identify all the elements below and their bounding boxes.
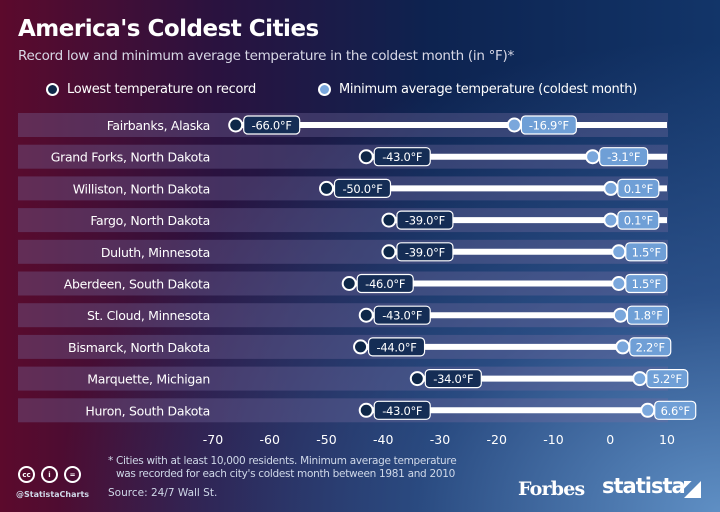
avg-value-label: 2.2°F — [636, 340, 665, 354]
avg-value-label: -16.9°F — [529, 119, 569, 133]
category-label: Marquette, Michigan — [87, 372, 210, 387]
forbes-logo: Forbes — [518, 478, 585, 500]
low-value-label-box — [373, 305, 431, 325]
low-marker — [409, 371, 425, 387]
low-marker — [319, 180, 334, 196]
avg-marker — [615, 339, 631, 355]
low-value-label-box — [373, 400, 431, 420]
low-value-label-box — [373, 147, 431, 167]
category-label: St. Cloud, Minnesota — [87, 308, 210, 323]
category-label: Fairbanks, Alaska — [107, 118, 210, 133]
avg-marker — [603, 212, 619, 228]
no-derivatives-icon: = — [64, 466, 81, 483]
avg-value-label: 0.1°F — [624, 182, 653, 196]
low-value-label: -39.0°F — [405, 245, 445, 259]
avg-marker — [603, 180, 619, 196]
x-tick-label: -20 — [487, 432, 507, 447]
low-value-label: -46.0°F — [365, 277, 405, 291]
avg-value-label: 6.6°F — [661, 404, 690, 418]
statista-logo: statista — [602, 474, 686, 498]
category-label: Williston, North Dakota — [73, 181, 210, 196]
avg-value-label: 1.5°F — [632, 245, 661, 259]
avg-marker — [506, 117, 522, 133]
avg-value-label: 1.5°F — [632, 277, 661, 291]
low-value-label-box — [243, 115, 301, 135]
x-tick-label: -70 — [203, 432, 223, 447]
low-marker — [358, 149, 374, 165]
low-marker — [358, 307, 374, 323]
low-value-label: -43.0°F — [382, 309, 422, 323]
avg-value-label: -3.1°F — [607, 150, 640, 164]
legend-item-avg: Minimum average temperature (coldest mon… — [318, 82, 637, 97]
low-value-label-box — [424, 369, 482, 389]
attribution-icon: i — [41, 466, 58, 483]
low-marker — [381, 244, 397, 260]
low-value-label-box — [333, 178, 392, 198]
legend-marker-low — [46, 83, 59, 96]
x-tick-label: -60 — [260, 432, 280, 447]
x-tick-label: 0 — [606, 432, 614, 447]
footnote: * Cities with at least 10,000 residents.… — [108, 455, 457, 481]
x-tick-label: -30 — [430, 432, 450, 447]
low-value-label-box — [356, 273, 414, 294]
footnote-line-1: * Cities with at least 10,000 residents.… — [108, 455, 457, 467]
avg-value-label: 5.2°F — [653, 372, 682, 386]
avg-value-label: 1.8°F — [633, 309, 662, 323]
low-marker — [358, 402, 374, 418]
x-tick-label: -10 — [543, 432, 563, 447]
low-value-label: -66.0°F — [252, 119, 292, 133]
category-label: Aberdeen, South Dakota — [64, 277, 210, 292]
statista-handle: @StatistaCharts — [16, 490, 90, 499]
category-label: Huron, South Dakota — [85, 403, 210, 418]
footnote-line-2: was recorded for each city's coldest mon… — [116, 468, 455, 480]
low-marker — [353, 339, 369, 355]
low-value-label: -39.0°F — [405, 214, 445, 228]
low-value-label: -34.0°F — [433, 372, 473, 386]
x-tick-label: 10 — [659, 432, 675, 447]
avg-marker — [611, 276, 627, 291]
low-value-label: -44.0°F — [377, 340, 417, 354]
avg-marker — [632, 371, 648, 387]
category-label: Grand Forks, North Dakota — [51, 150, 210, 165]
x-tick-label: -50 — [316, 432, 336, 447]
cc-icon: cc — [18, 466, 35, 483]
x-tick-label: -40 — [373, 432, 393, 447]
low-marker — [341, 276, 357, 291]
low-value-label: -43.0°F — [382, 150, 422, 164]
avg-marker — [640, 402, 656, 418]
avg-marker — [585, 149, 601, 165]
legend-item-low: Lowest temperature on record — [46, 82, 256, 97]
source: Source: 24/7 Wall St. — [108, 487, 218, 499]
low-marker — [381, 212, 397, 228]
low-value-label-box — [396, 242, 454, 262]
avg-marker — [612, 307, 628, 323]
category-label: Fargo, North Dakota — [90, 213, 210, 228]
low-value-label-box — [396, 210, 454, 230]
category-label: Duluth, Minnesota — [101, 245, 210, 260]
chart-subtitle: Record low and minimum average temperatu… — [18, 48, 514, 64]
row-background — [18, 239, 668, 264]
low-marker — [228, 117, 244, 133]
legend-marker-avg — [318, 83, 331, 96]
low-value-label: -50.0°F — [342, 182, 382, 196]
chart-title: America's Coldest Cities — [18, 16, 319, 42]
avg-marker — [611, 244, 627, 260]
low-value-label-box — [367, 337, 426, 357]
avg-value-label: 0.1°F — [624, 214, 653, 228]
legend-label-low: Lowest temperature on record — [67, 82, 256, 97]
low-value-label: -43.0°F — [382, 404, 422, 418]
legend-label-avg: Minimum average temperature (coldest mon… — [339, 82, 637, 97]
category-label: Bismarck, North Dakota — [68, 340, 210, 355]
